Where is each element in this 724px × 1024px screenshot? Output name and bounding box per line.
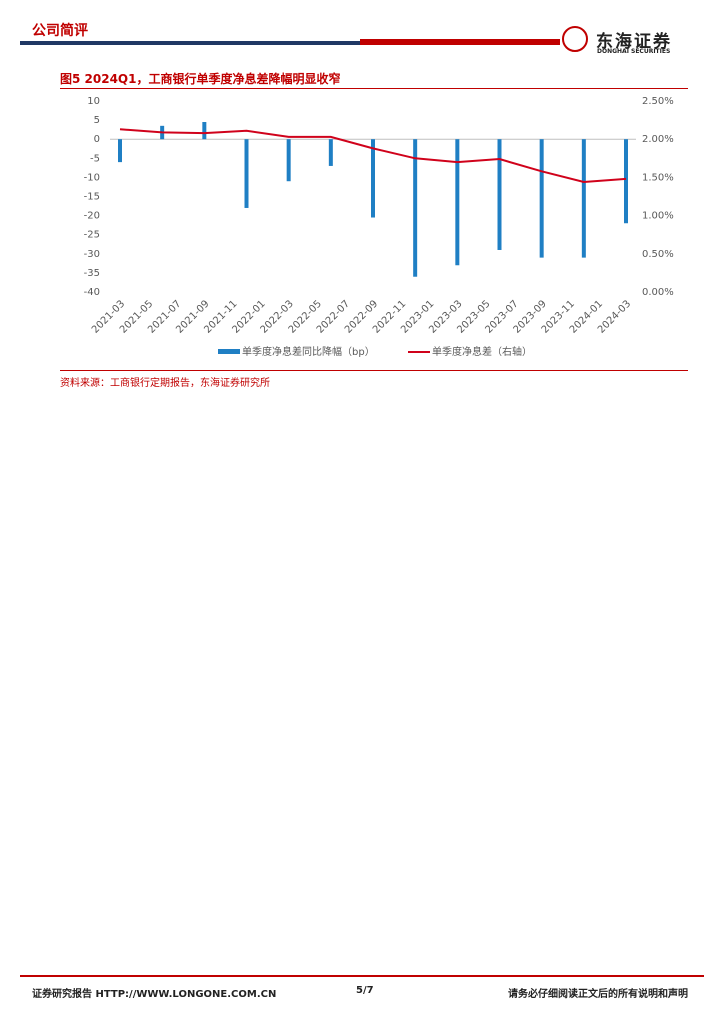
y-tick-label: -20	[84, 211, 100, 222]
y2-tick-label: 0.50%	[642, 249, 674, 260]
y-tick-label: -25	[84, 230, 100, 241]
page-number: 5/7	[356, 985, 374, 996]
y-tick-label: -30	[84, 249, 100, 260]
logo-subtext: DONGHAI SECURITIES	[597, 48, 671, 55]
y-tick-label: 0	[94, 134, 100, 145]
header-bar	[360, 39, 560, 45]
footer-right: 请务必仔细阅读正文后的所有说明和声明	[508, 989, 688, 1000]
y-tick-label: 10	[87, 96, 100, 107]
line	[119, 128, 627, 183]
logo-icon	[562, 26, 588, 52]
rule	[60, 88, 688, 89]
logo-text: 东海证券	[596, 32, 672, 52]
source-note: 资料来源：工商银行定期报告，东海证券研究所	[60, 378, 270, 389]
y-tick-label: 5	[94, 115, 100, 126]
y-tick-label: -5	[90, 153, 100, 164]
y-tick-label: -35	[84, 268, 100, 279]
bar	[328, 139, 333, 166]
bar	[202, 122, 207, 140]
y-tick-label: -40	[84, 287, 100, 298]
bar	[371, 139, 375, 218]
bar	[455, 139, 460, 266]
y2-tick-label: 2.00%	[642, 134, 674, 145]
figure-title: 图5 2024Q1，工商银行单季度净息差降幅明显收窄	[60, 72, 341, 86]
bar	[497, 139, 502, 250]
bar	[624, 139, 628, 224]
y2-tick-label: 1.50%	[642, 172, 674, 183]
footer-left: 证券研究报告 HTTP://WWW.LONGONE.COM.CN	[32, 989, 277, 1000]
legend-label: 单季度净息差同比降幅（bp）	[242, 345, 375, 358]
header-bar	[20, 41, 360, 45]
y-tick-label: -15	[84, 192, 100, 203]
y-tick-label: -10	[84, 172, 100, 183]
bar	[539, 139, 544, 258]
rule	[60, 370, 688, 371]
bar	[244, 139, 249, 208]
bar	[286, 139, 291, 182]
section-label: 公司简评	[32, 23, 88, 39]
chart: 10 5 0 -5 -10 -15 -20 -25 -30 -35 -40 2.50% 2.00% 1.5…	[84, 96, 674, 358]
y2-tick-label: 2.50%	[642, 96, 674, 107]
bar	[118, 139, 122, 163]
y2-tick-label: 1.00%	[642, 211, 674, 222]
legend-swatch	[218, 349, 240, 354]
legend-label: 单季度净息差（右轴）	[432, 345, 532, 358]
bar	[581, 139, 586, 258]
footer-rule	[20, 975, 704, 977]
y2-tick-label: 0.00%	[642, 287, 674, 298]
bar	[413, 139, 418, 277]
